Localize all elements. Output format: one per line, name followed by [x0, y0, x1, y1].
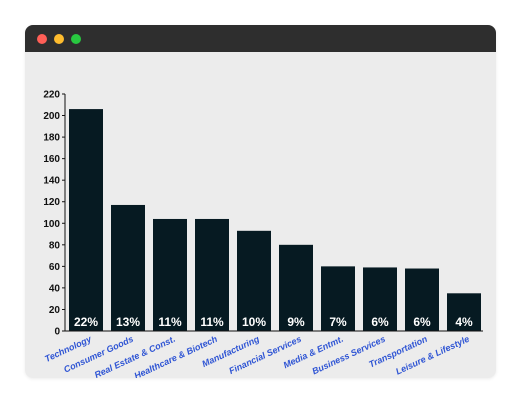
y-tick-label: 20 — [49, 305, 61, 316]
bar-6 — [279, 244, 313, 331]
y-tick-label: 40 — [49, 283, 61, 294]
x-category-label: Leisure & Lifestyle — [394, 334, 471, 377]
y-tick-label: 60 — [49, 262, 61, 273]
x-category-label: Business Services — [311, 334, 387, 377]
zoom-button[interactable] — [71, 34, 81, 44]
bar-data-label: 11% — [158, 315, 182, 329]
bar-data-label: 10% — [242, 315, 266, 329]
bar-7 — [321, 266, 355, 331]
bar-4 — [195, 218, 229, 331]
bar-data-label: 6% — [371, 315, 389, 329]
bar-1 — [69, 109, 103, 331]
bar-chart: 0 20 40 60 80 100 120 140 160 180 200 220 22% 13% 11% 1… — [43, 90, 483, 378]
y-tick-label: 80 — [49, 240, 61, 251]
x-category-label: Financial Services — [227, 334, 302, 376]
y-tick-label: 120 — [43, 197, 60, 208]
title-bar — [25, 25, 496, 52]
bar-data-label: 11% — [200, 315, 224, 329]
y-tick-label: 200 — [43, 111, 60, 122]
bar-data-label: 13% — [116, 315, 140, 329]
bar-10 — [447, 293, 481, 331]
bar-data-label: 7% — [329, 315, 347, 329]
bar-3 — [153, 218, 187, 331]
y-tick-label: 180 — [43, 133, 60, 144]
bar-8 — [363, 267, 397, 331]
bar-data-label: 4% — [455, 315, 473, 329]
app-window: 0 20 40 60 80 100 120 140 160 180 200 220 22% 13% 11% 1… — [25, 25, 496, 378]
y-tick-label: 220 — [43, 90, 60, 101]
bar-data-label: 6% — [413, 315, 431, 329]
bar-data-label: 9% — [287, 315, 305, 329]
bar-2 — [111, 204, 145, 331]
minimize-button[interactable] — [54, 34, 64, 44]
bar-9 — [405, 268, 439, 331]
y-tick-label: 140 — [43, 176, 60, 187]
y-tick-label: 0 — [54, 327, 60, 338]
y-tick-label: 160 — [43, 154, 60, 165]
close-button[interactable] — [37, 34, 47, 44]
bar-data-label: 22% — [74, 315, 98, 329]
bar-5 — [237, 230, 271, 331]
y-tick-label: 100 — [43, 219, 60, 230]
